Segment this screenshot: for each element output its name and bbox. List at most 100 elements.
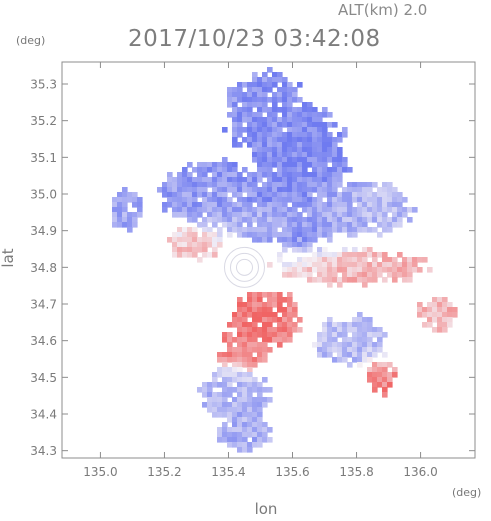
velocity-cell <box>357 187 363 193</box>
velocity-cell <box>387 382 393 388</box>
velocity-cell <box>362 262 368 268</box>
velocity-cell <box>207 232 213 238</box>
velocity-cell <box>227 182 233 188</box>
velocity-cell <box>322 182 328 188</box>
velocity-cell <box>292 162 298 168</box>
velocity-cell <box>267 347 273 353</box>
velocity-cell <box>282 227 288 233</box>
velocity-cell <box>277 302 283 308</box>
velocity-cell <box>237 97 243 103</box>
velocity-cell <box>332 272 338 278</box>
velocity-cell <box>287 227 293 233</box>
velocity-cell <box>332 152 338 158</box>
velocity-cell <box>312 172 318 178</box>
velocity-cell <box>232 177 238 183</box>
velocity-cell <box>382 222 388 228</box>
velocity-cell <box>242 217 248 223</box>
velocity-cell <box>262 357 268 363</box>
velocity-cell <box>392 197 398 203</box>
velocity-cell <box>312 257 318 263</box>
velocity-cell <box>242 197 248 203</box>
velocity-cell <box>217 402 223 408</box>
velocity-cell <box>242 232 248 238</box>
velocity-cell <box>317 162 323 168</box>
velocity-cell <box>207 197 213 203</box>
velocity-cell <box>347 222 353 228</box>
velocity-cell <box>362 317 368 323</box>
velocity-cell <box>177 177 183 183</box>
velocity-cell <box>262 342 268 348</box>
velocity-cell <box>232 317 238 323</box>
velocity-cell <box>247 232 253 238</box>
velocity-cell <box>327 327 333 333</box>
velocity-cell <box>237 352 243 358</box>
velocity-cell <box>337 227 343 233</box>
velocity-cell <box>212 407 218 413</box>
velocity-cell <box>342 127 348 133</box>
velocity-cell <box>217 162 223 168</box>
velocity-cell <box>437 302 443 308</box>
velocity-cell <box>197 172 203 178</box>
velocity-cell <box>362 337 368 343</box>
velocity-cell <box>257 312 263 318</box>
velocity-cell <box>262 92 268 98</box>
velocity-cell <box>272 217 278 223</box>
velocity-cell <box>312 107 318 113</box>
velocity-cell <box>322 222 328 228</box>
velocity-cell <box>247 327 253 333</box>
velocity-cell <box>267 217 273 223</box>
velocity-cell <box>272 202 278 208</box>
velocity-cell <box>377 327 383 333</box>
velocity-cell <box>182 207 188 213</box>
velocity-cell <box>367 227 373 233</box>
velocity-cell <box>237 392 243 398</box>
velocity-cell <box>207 217 213 223</box>
velocity-cell <box>227 357 233 363</box>
velocity-cell <box>357 357 363 363</box>
velocity-cell <box>137 212 143 218</box>
velocity-cell <box>247 112 253 118</box>
velocity-cell <box>202 227 208 233</box>
velocity-cell <box>202 192 208 198</box>
velocity-cell <box>347 272 353 278</box>
velocity-cell <box>272 192 278 198</box>
velocity-cell <box>382 392 388 398</box>
velocity-cell <box>287 322 293 328</box>
velocity-cell <box>302 272 308 278</box>
velocity-cell <box>212 397 218 403</box>
velocity-cell <box>262 97 268 103</box>
velocity-cell <box>217 227 223 233</box>
velocity-cell <box>317 207 323 213</box>
velocity-cell <box>252 297 258 303</box>
velocity-cell <box>227 87 233 93</box>
velocity-cell <box>242 372 248 378</box>
velocity-cell <box>232 387 238 393</box>
velocity-cell <box>227 337 233 343</box>
velocity-cell <box>282 102 288 108</box>
velocity-cell <box>242 397 248 403</box>
velocity-cell <box>337 192 343 198</box>
velocity-cell <box>247 172 253 178</box>
velocity-cell <box>282 192 288 198</box>
velocity-cell <box>292 142 298 148</box>
velocity-cell <box>272 297 278 303</box>
velocity-cell <box>227 167 233 173</box>
velocity-cell <box>417 307 423 313</box>
velocity-cell <box>332 347 338 353</box>
velocity-cell <box>317 352 323 358</box>
velocity-cell <box>237 227 243 233</box>
velocity-cell <box>317 272 323 278</box>
velocity-cell <box>262 232 268 238</box>
velocity-cell <box>237 212 243 218</box>
velocity-cell <box>217 182 223 188</box>
velocity-cell <box>112 222 118 228</box>
velocity-cell <box>402 212 408 218</box>
velocity-cell <box>372 327 378 333</box>
velocity-cell <box>252 87 258 93</box>
velocity-cell <box>277 317 283 323</box>
velocity-cell <box>232 422 238 428</box>
velocity-cell <box>247 302 253 308</box>
velocity-cell <box>277 117 283 123</box>
velocity-cell <box>447 312 453 318</box>
velocity-cell <box>172 247 178 253</box>
